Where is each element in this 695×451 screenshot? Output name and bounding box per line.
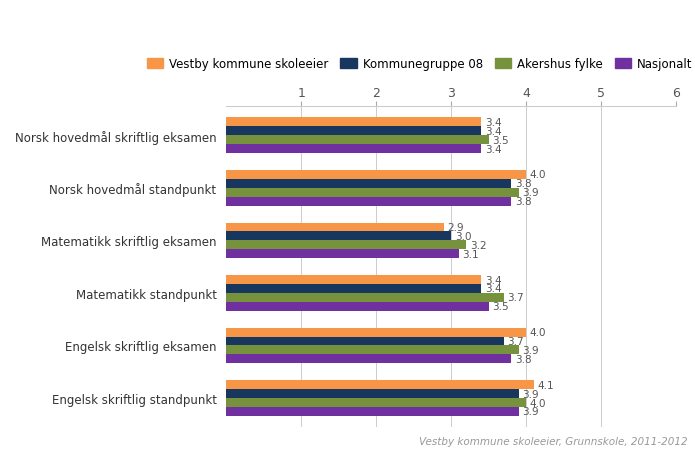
Bar (227, 232, 451, 241)
Text: 3.4: 3.4 (485, 275, 502, 285)
Text: 4.0: 4.0 (530, 327, 546, 337)
Bar (227, 241, 466, 250)
Text: 3.9: 3.9 (523, 389, 539, 399)
Text: 3.7: 3.7 (507, 336, 524, 346)
Bar (227, 179, 511, 189)
Text: 3.8: 3.8 (515, 197, 532, 207)
Text: 3.0: 3.0 (455, 231, 471, 241)
Bar (227, 250, 459, 259)
Text: 2.9: 2.9 (448, 222, 464, 232)
Bar (227, 407, 518, 416)
Bar (227, 398, 526, 407)
Bar (227, 302, 489, 311)
Text: 4.0: 4.0 (530, 398, 546, 408)
Text: Vestby kommune skoleeier, Grunnskole, 2011-2012: Vestby kommune skoleeier, Grunnskole, 20… (419, 437, 688, 446)
Bar (227, 293, 504, 302)
Bar (227, 337, 504, 346)
Text: 3.8: 3.8 (515, 354, 532, 364)
Bar (227, 189, 518, 198)
Text: 3.1: 3.1 (462, 249, 479, 259)
Text: 3.9: 3.9 (523, 188, 539, 198)
Bar (227, 346, 518, 354)
Bar (227, 389, 518, 398)
Bar (227, 285, 481, 293)
Text: 3.8: 3.8 (515, 179, 532, 189)
Text: 3.5: 3.5 (493, 135, 509, 145)
Bar (227, 223, 443, 232)
Bar (227, 145, 481, 154)
Text: 3.9: 3.9 (523, 345, 539, 355)
Text: 3.4: 3.4 (485, 118, 502, 128)
Text: 3.4: 3.4 (485, 284, 502, 294)
Legend: Vestby kommune skoleeier, Kommunegruppe 08, Akershus fylke, Nasjonalt: Vestby kommune skoleeier, Kommunegruppe … (142, 53, 695, 76)
Bar (227, 380, 534, 389)
Bar (227, 328, 526, 337)
Bar (227, 354, 511, 364)
Text: 3.5: 3.5 (493, 302, 509, 312)
Bar (227, 136, 489, 145)
Text: 4.1: 4.1 (537, 380, 554, 390)
Bar (227, 198, 511, 206)
Text: 4.0: 4.0 (530, 170, 546, 180)
Bar (227, 127, 481, 136)
Text: 3.4: 3.4 (485, 144, 502, 154)
Bar (227, 170, 526, 179)
Text: 3.7: 3.7 (507, 293, 524, 303)
Bar (227, 276, 481, 285)
Bar (227, 118, 481, 127)
Text: 3.2: 3.2 (470, 240, 486, 250)
Text: 3.9: 3.9 (523, 406, 539, 417)
Text: 3.4: 3.4 (485, 127, 502, 137)
